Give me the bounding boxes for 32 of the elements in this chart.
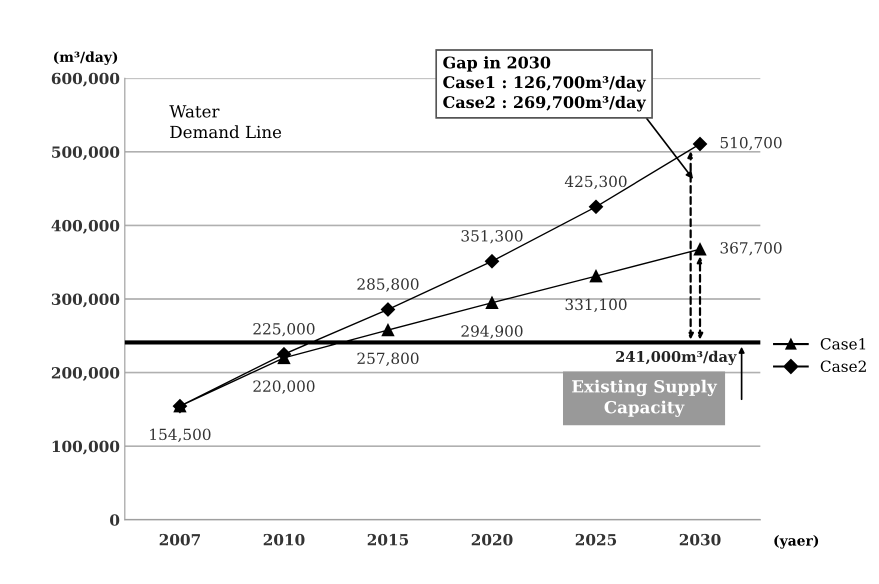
legend-label: Case1 [820, 338, 866, 350]
data-label: 285,800 [357, 278, 419, 292]
data-label: 294,900 [461, 325, 523, 339]
data-label: 220,000 [253, 380, 315, 394]
y-tick-label: 300,000 [52, 293, 120, 308]
data-label: 331,100 [566, 298, 627, 312]
data-label: 351,300 [462, 230, 523, 244]
y-tick-label: 400,000 [51, 220, 120, 234]
y-tick-label: 200,000 [52, 367, 120, 381]
y-tick-label: 600,000 [52, 72, 120, 87]
x-tick-label: 2030 [680, 534, 721, 546]
annotation: Existing Supply Capacity [572, 380, 718, 417]
x-tick-label: 2015 [368, 534, 408, 546]
y-axis-title: (m³/day) [54, 51, 118, 66]
data-label: 257,800 [357, 352, 419, 366]
x-tick-label: 2025 [576, 534, 616, 546]
x-axis-title: (yaer) [774, 535, 818, 549]
y-tick-label: 500,000 [52, 146, 120, 160]
ref-line-label: 241,000m³/day [616, 350, 737, 366]
annotation: Gap in 2030 Case1 : 126,700m³/day Case2 : 269,700m³/day [443, 56, 646, 112]
y-tick-label: 100,000 [52, 440, 120, 454]
legend-label: Case2 [820, 360, 866, 372]
data-label: 367,700 [720, 242, 782, 256]
x-tick-label: 2007 [160, 534, 200, 546]
data-label: 425,300 [564, 176, 627, 190]
y-tick-label: 0 [110, 514, 120, 526]
data-label: 510,700 [720, 136, 782, 150]
data-label: 154,500 [150, 428, 211, 442]
data-label: 225,000 [253, 323, 315, 336]
x-tick-label: 2020 [472, 534, 513, 546]
x-tick-label: 2010 [264, 534, 304, 546]
annotation: Water Demand Line [169, 105, 282, 138]
